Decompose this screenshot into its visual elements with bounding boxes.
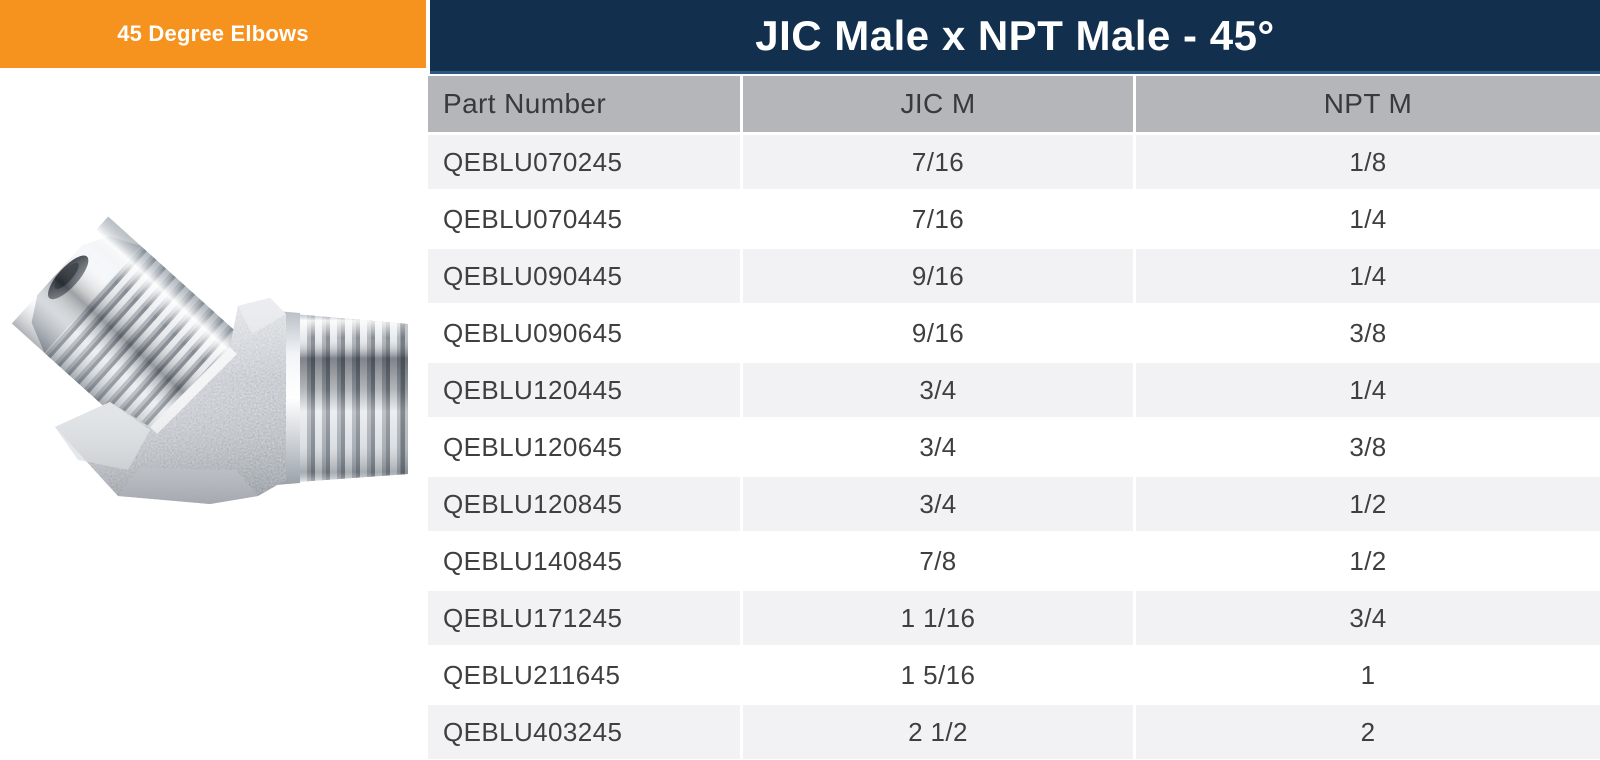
column-header-npt-m: NPT M bbox=[1136, 76, 1600, 132]
npt-size-cell: 1/8 bbox=[1136, 135, 1600, 189]
part-number-cell: QEBLU403245 bbox=[428, 705, 740, 759]
part-number-cell: QEBLU120645 bbox=[428, 420, 740, 474]
jic-size-cell: 3/4 bbox=[743, 420, 1133, 474]
npt-size-cell: 3/4 bbox=[1136, 591, 1600, 645]
elbow-fitting-illustration bbox=[11, 216, 408, 504]
npt-size-cell: 1/4 bbox=[1136, 249, 1600, 303]
table-row: QEBLU090645 9/16 3/8 bbox=[428, 306, 1600, 360]
page-title: JIC Male x NPT Male - 45° bbox=[755, 11, 1275, 59]
part-number-cell: QEBLU070245 bbox=[428, 135, 740, 189]
jic-size-cell: 3/4 bbox=[743, 477, 1133, 531]
part-number-cell: QEBLU090445 bbox=[428, 249, 740, 303]
part-number-cell: QEBLU120445 bbox=[428, 363, 740, 417]
table-row: QEBLU171245 1 1/16 3/4 bbox=[428, 591, 1600, 645]
jic-size-cell: 9/16 bbox=[743, 306, 1133, 360]
title-bar: JIC Male x NPT Male - 45° bbox=[430, 0, 1600, 74]
part-number-cell: QEBLU120845 bbox=[428, 477, 740, 531]
table-row: QEBLU120445 3/4 1/4 bbox=[428, 363, 1600, 417]
jic-size-cell: 7/16 bbox=[743, 192, 1133, 246]
jic-size-cell: 7/16 bbox=[743, 135, 1133, 189]
npt-size-cell: 3/8 bbox=[1136, 306, 1600, 360]
jic-size-cell: 1 5/16 bbox=[743, 648, 1133, 702]
jic-size-cell: 7/8 bbox=[743, 534, 1133, 588]
npt-size-cell: 1/2 bbox=[1136, 534, 1600, 588]
part-number-cell: QEBLU140845 bbox=[428, 534, 740, 588]
table-row: QEBLU070245 7/16 1/8 bbox=[428, 135, 1600, 189]
npt-size-cell: 1/4 bbox=[1136, 363, 1600, 417]
table-body: QEBLU070245 7/16 1/8 QEBLU070445 7/16 1/4 QEBL… bbox=[428, 135, 1600, 759]
table-row: QEBLU211645 1 5/16 1 bbox=[428, 648, 1600, 702]
column-header-jic-m: JIC M bbox=[743, 76, 1133, 132]
table-row: QEBLU140845 7/8 1/2 bbox=[428, 534, 1600, 588]
npt-size-cell: 1 bbox=[1136, 648, 1600, 702]
part-number-cell: QEBLU211645 bbox=[428, 648, 740, 702]
part-number-cell: QEBLU070445 bbox=[428, 192, 740, 246]
jic-size-cell: 1 1/16 bbox=[743, 591, 1133, 645]
spec-table: Part Number JIC M NPT M QEBLU070245 7/16 1… bbox=[428, 76, 1600, 760]
npt-size-cell: 1/4 bbox=[1136, 192, 1600, 246]
table-row: QEBLU090445 9/16 1/4 bbox=[428, 249, 1600, 303]
table-row: QEBLU403245 2 1/2 2 bbox=[428, 705, 1600, 759]
part-number-cell: QEBLU090645 bbox=[428, 306, 740, 360]
table-header-row: Part Number JIC M NPT M bbox=[428, 76, 1600, 132]
hex-body bbox=[55, 298, 286, 504]
product-photo bbox=[0, 212, 420, 512]
table-row: QEBLU120645 3/4 3/8 bbox=[428, 420, 1600, 474]
category-banner: 45 Degree Elbows bbox=[0, 0, 426, 68]
category-banner-label: 45 Degree Elbows bbox=[117, 21, 309, 46]
table-row: QEBLU070445 7/16 1/4 bbox=[428, 192, 1600, 246]
part-number-cell: QEBLU171245 bbox=[428, 591, 740, 645]
jic-size-cell: 2 1/2 bbox=[743, 705, 1133, 759]
table-row: QEBLU120845 3/4 1/2 bbox=[428, 477, 1600, 531]
npt-size-cell: 3/8 bbox=[1136, 420, 1600, 474]
npt-size-cell: 1/2 bbox=[1136, 477, 1600, 531]
jic-size-cell: 9/16 bbox=[743, 249, 1133, 303]
column-header-part-number: Part Number bbox=[428, 76, 740, 132]
jic-size-cell: 3/4 bbox=[743, 363, 1133, 417]
npt-size-cell: 2 bbox=[1136, 705, 1600, 759]
